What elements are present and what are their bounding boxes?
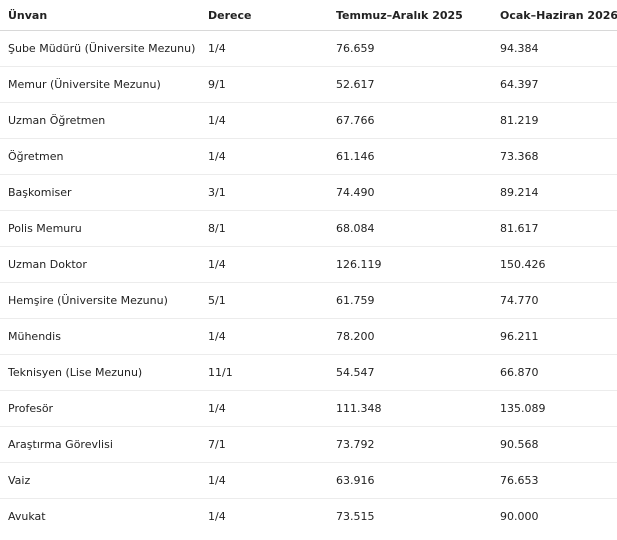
table-cell: 96.211	[492, 318, 617, 355]
header-cell: Temmuz–Aralık 2025	[328, 0, 492, 31]
header-row: Ünvan Derece Temmuz–Aralık 2025 Ocak–Hazira…	[0, 0, 617, 31]
table-cell: 1/4	[200, 390, 328, 427]
table-cell: 76.659	[328, 30, 492, 67]
table-cell: 126.119	[328, 246, 492, 283]
table-cell: Öğretmen	[0, 138, 200, 175]
table-cell: 52.617	[328, 66, 492, 103]
table-cell: Vaiz	[0, 462, 200, 499]
table-cell: 1/4	[200, 246, 328, 283]
table-cell: Başkomiser	[0, 174, 200, 211]
table-header: Ünvan Derece Temmuz–Aralık 2025 Ocak–Hazira…	[0, 0, 617, 31]
table-cell: 94.384	[492, 30, 617, 67]
table-cell: 5/1	[200, 282, 328, 319]
table-cell: 66.870	[492, 354, 617, 391]
table-cell: 76.653	[492, 462, 617, 499]
table-cell: 1/4	[200, 138, 328, 175]
table-cell: 73.792	[328, 426, 492, 463]
table-cell: 73.368	[492, 138, 617, 175]
table-row: Öğretmen 1/4 61.146 73.368	[0, 138, 617, 175]
table-cell: 1/4	[200, 318, 328, 355]
table-cell: 8/1	[200, 210, 328, 247]
header-cell: Ocak–Haziran 2026	[492, 0, 617, 31]
table-cell: 74.490	[328, 174, 492, 211]
table-cell: 74.770	[492, 282, 617, 319]
header-cell: Derece	[200, 0, 328, 31]
table-cell: Mühendis	[0, 318, 200, 355]
table-cell: Hemşire (Üniversite Mezunu)	[0, 282, 200, 319]
table-cell: 89.214	[492, 174, 617, 211]
table-cell: Teknisyen (Lise Mezunu)	[0, 354, 200, 391]
table-cell: Uzman Doktor	[0, 246, 200, 283]
table-row: Avukat 1/4 73.515 90.000	[0, 499, 617, 535]
table-cell: Polis Memuru	[0, 210, 200, 247]
table-row: Vaiz 1/4 63.916 76.653	[0, 462, 617, 499]
table-cell: 1/4	[208, 510, 226, 523]
table-row: Hemşire (Üniversite Mezunu) 5/1 61.759 74.7…	[0, 282, 617, 319]
table-row: Şube Müdürü (Üniversite Mezunu) 1/4 76.659…	[0, 30, 617, 67]
table-row: Mühendis 1/4 78.200 96.211	[0, 318, 617, 355]
table-row: Uzman Öğretmen 1/4 67.766 81.219	[0, 102, 617, 139]
table-cell: 11/1	[200, 354, 328, 391]
table-row: Teknisyen (Lise Mezunu) 11/1 54.547 66.870	[0, 354, 617, 391]
table-cell: 67.766	[328, 102, 492, 139]
table-cell: Araştırma Görevlisi	[0, 426, 200, 463]
table-cell: 9/1	[200, 66, 328, 103]
table-cell: 61.759	[328, 282, 492, 319]
table-cell: 1/4	[200, 462, 328, 499]
table-cell: 111.348	[328, 390, 492, 427]
table-row: Araştırma Görevlisi 7/1 73.792 90.568	[0, 426, 617, 463]
table-cell: 1/4	[200, 30, 328, 67]
table-cell: Profesör	[0, 390, 200, 427]
table-cell: 90.000	[500, 510, 539, 523]
table-cell: 54.547	[328, 354, 492, 391]
table-cell: Şube Müdürü (Üniversite Mezunu)	[0, 30, 200, 67]
table-row: Profesör 1/4 111.348 135.089	[0, 390, 617, 427]
table-row: Uzman Doktor 1/4 126.119 150.426	[0, 246, 617, 283]
table-cell: 73.515	[336, 510, 375, 523]
table-cell: 81.219	[492, 102, 617, 139]
table-row: Başkomiser 3/1 74.490 89.214	[0, 174, 617, 211]
table-row: Memur (Üniversite Mezunu) 9/1 52.617 64.397	[0, 66, 617, 103]
table-cell: 78.200	[328, 318, 492, 355]
table-cell: 90.568	[492, 426, 617, 463]
table-cell: 61.146	[328, 138, 492, 175]
table-cell: 135.089	[492, 390, 617, 427]
table-cell: Avukat	[8, 510, 46, 523]
table-cell: 3/1	[200, 174, 328, 211]
table-cell: 81.617	[492, 210, 617, 247]
table-body: Şube Müdürü (Üniversite Mezunu) 1/4 76.659…	[0, 30, 617, 535]
table-cell: Uzman Öğretmen	[0, 102, 200, 139]
table-row: Polis Memuru 8/1 68.084 81.617	[0, 210, 617, 247]
table-cell: 150.426	[492, 246, 617, 283]
table-cell: 1/4	[200, 102, 328, 139]
table-cell: 63.916	[328, 462, 492, 499]
table-cell: 7/1	[200, 426, 328, 463]
table-cell: Memur (Üniversite Mezunu)	[0, 66, 200, 103]
table-cell: 68.084	[328, 210, 492, 247]
header-cell: Ünvan	[0, 0, 200, 31]
table-cell: 64.397	[492, 66, 617, 103]
